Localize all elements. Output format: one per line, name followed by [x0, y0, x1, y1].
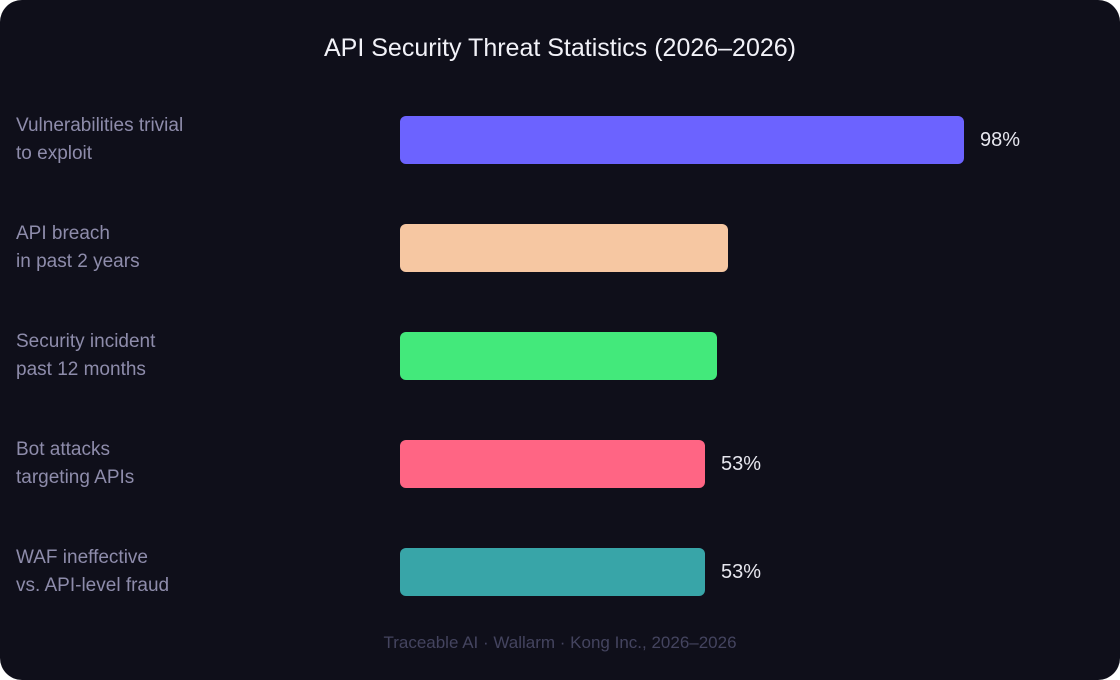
category-label: Bot attacks targeting APIs — [16, 439, 135, 488]
category-label: API breach in past 2 years — [16, 223, 140, 272]
value-label: 98% — [979, 129, 1021, 151]
bar — [400, 440, 705, 488]
category-label: WAF ineffective vs. API-level fraud — [16, 547, 170, 596]
value-label: 53% — [721, 561, 762, 583]
category-label: Security incident past 12 months — [16, 331, 156, 380]
bar — [400, 548, 705, 596]
value-label: 53% — [721, 453, 762, 475]
source-note: Traceable AI · Wallarm · Kong Inc., 2026… — [383, 633, 737, 652]
chart-title: API Security Threat Statistics (2026–202… — [324, 34, 796, 62]
bar — [400, 224, 729, 272]
bar — [400, 116, 964, 164]
category-label: Vulnerabilities trivial to exploit — [16, 115, 184, 164]
bar — [400, 332, 717, 380]
